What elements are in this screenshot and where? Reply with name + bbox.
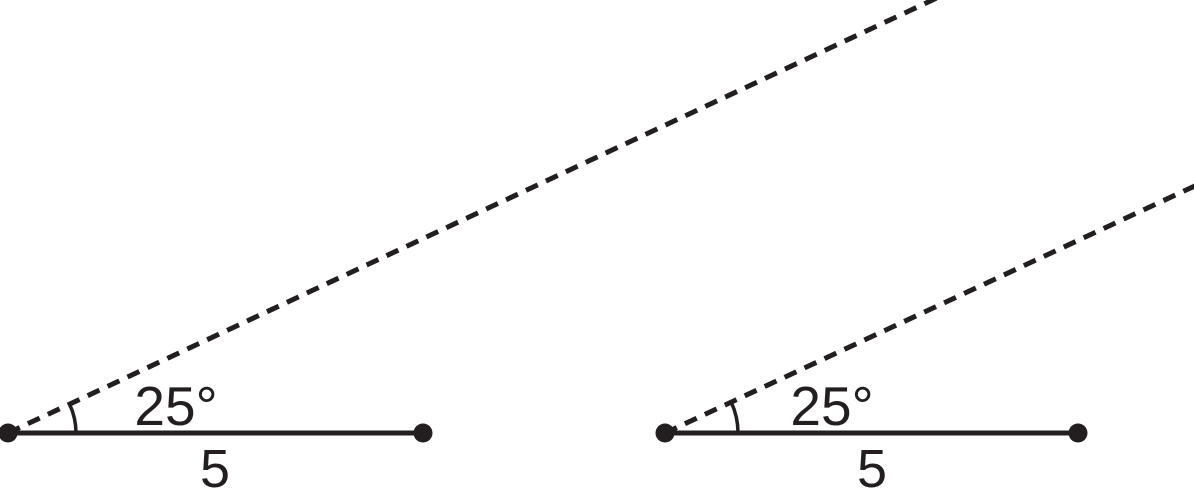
vertex-dot — [655, 423, 675, 443]
endpoint-dot — [413, 423, 433, 443]
segment-length-label: 5 — [857, 439, 887, 489]
vertex-dot — [0, 423, 18, 443]
dashed-ray — [6, 0, 939, 436]
endpoint-dot — [1068, 423, 1088, 443]
angle-figure-left: 25° 5 — [0, 0, 939, 489]
angle-label: 25° — [134, 375, 217, 437]
angle-figure-right: 25° 5 — [655, 183, 1194, 489]
angle-arc — [67, 403, 78, 434]
angle-arc — [729, 401, 740, 434]
dashed-ray — [663, 183, 1194, 436]
segment-length-label: 5 — [200, 439, 230, 489]
angle-label: 25° — [790, 375, 873, 437]
